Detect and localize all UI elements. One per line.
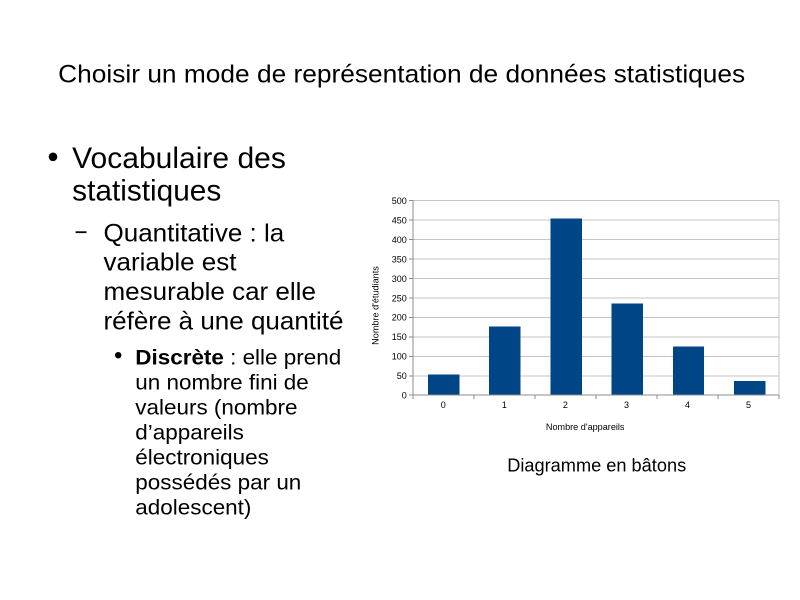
svg-text:150: 150: [392, 332, 407, 342]
svg-text:Nombre d'étudiants: Nombre d'étudiants: [371, 266, 381, 345]
svg-text:5: 5: [746, 400, 751, 410]
svg-text:possédés par un: possédés par un: [135, 471, 301, 494]
svg-text:3: 3: [624, 400, 629, 410]
svg-text:Diagramme en bâtons: Diagramme en bâtons: [507, 454, 686, 475]
svg-text:Choisir un mode de représentat: Choisir un mode de représentation de don…: [58, 60, 745, 88]
svg-text:1: 1: [502, 400, 507, 410]
svg-text:d’appareils: d’appareils: [135, 421, 244, 444]
svg-text:Nombre d'appareils: Nombre d'appareils: [546, 422, 625, 432]
svg-text:statistiques: statistiques: [72, 175, 221, 208]
svg-text:500: 500: [392, 196, 407, 206]
svg-text:300: 300: [392, 274, 407, 284]
svg-text:électroniques: électroniques: [135, 446, 268, 469]
svg-text:Vocabulaire des: Vocabulaire des: [72, 142, 286, 175]
svg-text:0: 0: [402, 391, 407, 401]
svg-text:Discrète: Discrète: [135, 346, 224, 369]
svg-text:mesurable car elle: mesurable car elle: [104, 278, 316, 306]
svg-text:0: 0: [441, 400, 446, 410]
svg-text:4: 4: [685, 400, 690, 410]
svg-text:variable est: variable est: [104, 249, 237, 277]
svg-text:2: 2: [563, 400, 568, 410]
svg-text:200: 200: [392, 313, 407, 323]
svg-text:350: 350: [392, 254, 407, 264]
svg-text:valeurs (nombre: valeurs (nombre: [135, 396, 297, 419]
svg-text:adolescent): adolescent): [135, 496, 251, 519]
svg-text:250: 250: [392, 293, 407, 303]
svg-text:réfère à une quantité: réfère à une quantité: [104, 307, 344, 335]
svg-text:50: 50: [397, 371, 407, 381]
svg-text:: elle prend: : elle prend: [230, 346, 341, 369]
svg-text:400: 400: [392, 235, 407, 245]
svg-text:Quantitative : la: Quantitative : la: [104, 219, 286, 247]
svg-text:un nombre fini de: un nombre fini de: [135, 371, 308, 394]
svg-text:450: 450: [392, 215, 407, 225]
svg-text:100: 100: [392, 352, 407, 362]
